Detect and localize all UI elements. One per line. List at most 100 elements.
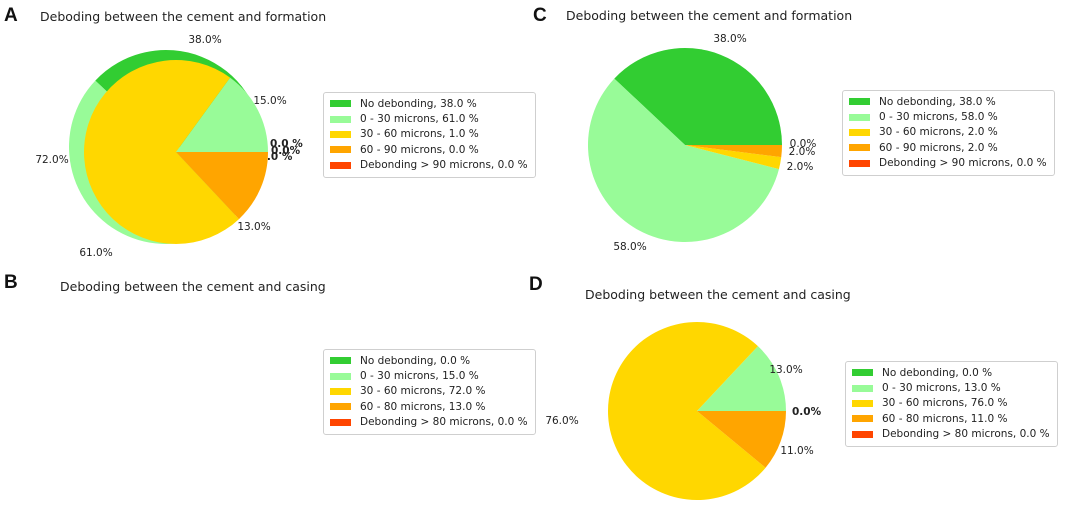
legend-entry: 60 - 90 microns, 0.0 % (330, 142, 528, 157)
legend-label: No debonding, 0.0 % (360, 354, 471, 367)
legend-entry: No debonding, 38.0 % (849, 94, 1047, 109)
slice-percent-label: 2.0% (789, 146, 816, 158)
legend-label: 60 - 90 microns, 0.0 % (360, 143, 479, 156)
legend-label: 0 - 30 microns, 13.0 % (882, 382, 1001, 395)
legend-swatch (330, 357, 351, 365)
slice-percent-label: 38.0% (188, 34, 221, 46)
pie-slice (84, 60, 239, 245)
slice-percent-label: 72.0% (35, 154, 68, 166)
legend-label: 60 - 80 microns, 11.0 % (882, 412, 1008, 425)
legend-swatch (852, 415, 873, 423)
legend-entry: 30 - 60 microns, 76.0 % (852, 396, 1050, 411)
legend-entry: 0 - 30 microns, 15.0 % (330, 368, 528, 383)
legend-label: 30 - 60 microns, 72.0 % (360, 385, 486, 398)
legend-swatch (852, 369, 873, 377)
legend-swatch (849, 113, 870, 121)
legend-label: 30 - 60 microns, 76.0 % (882, 397, 1008, 410)
legend-entry: 60 - 80 microns, 11.0 % (852, 411, 1050, 426)
slice-percent-label: 13.0% (237, 221, 270, 233)
legend-label: No debonding, 0.0 % (882, 366, 993, 379)
legend-entry: 60 - 90 microns, 2.0 % (849, 140, 1047, 155)
legend: No debonding, 0.0 % 0 - 30 microns, 15.0 … (323, 349, 536, 435)
legend-swatch (849, 98, 870, 106)
pie-panel-d: D Deboding between the cement and casing… (529, 257, 1065, 513)
legend-entry: Debonding > 80 microns, 0.0 % (330, 415, 528, 430)
legend-entry: 30 - 60 microns, 72.0 % (330, 384, 528, 399)
legend-swatch (330, 372, 351, 380)
legend-label: Debonding > 90 microns, 0.0 % (360, 159, 528, 172)
slice-percent-label: 0.0% (271, 145, 301, 157)
legend-label: Debonding > 90 microns, 0.0 % (879, 157, 1047, 170)
legend-swatch (849, 128, 870, 136)
legend-label: 0 - 30 microns, 58.0 % (879, 111, 998, 124)
legend-label: 0 - 30 microns, 61.0 % (360, 113, 479, 126)
pie-panel-a: A Deboding between the cement and format… (0, 0, 536, 259)
legend-entry: Debonding > 90 microns, 0.0 % (849, 156, 1047, 171)
pie-chart: 0.0% 15.0% 72.0% 13.0% (35, 60, 301, 245)
legend-swatch (330, 418, 351, 426)
legend-label: No debonding, 38.0 % (879, 95, 996, 108)
legend-swatch (852, 384, 873, 392)
legend-label: Debonding > 80 microns, 0.0 % (882, 428, 1050, 441)
legend-label: 0 - 30 microns, 15.0 % (360, 370, 479, 383)
legend-entry: 30 - 60 microns, 1.0 % (330, 127, 528, 142)
pie-slice (685, 145, 782, 170)
chart-title: Deboding between the cement and formatio… (40, 9, 327, 24)
legend-swatch (330, 403, 351, 411)
slice-percent-label: 0.0 % (270, 138, 303, 150)
pie-panel-b: B Deboding between the cement and casing… (0, 60, 536, 513)
pie-chart: 0.0% 13.0% 76.0% 11.0% (545, 322, 822, 501)
legend-swatch (330, 115, 351, 123)
panel-letter: B (4, 272, 18, 293)
slice-percent-label: 13.0% (769, 364, 802, 376)
slice-percent-label: 0.0% (792, 406, 822, 418)
legend-entry: 30 - 60 microns, 2.0 % (849, 125, 1047, 140)
legend-label: Debonding > 80 microns, 0.0 % (360, 416, 528, 429)
legend-entry: Debonding > 90 microns, 0.0 % (330, 158, 528, 173)
legend: No debonding, 38.0 % 0 - 30 microns, 61.0… (323, 92, 536, 178)
legend-entry: No debonding, 38.0 % (330, 96, 528, 111)
slice-percent-label: 61.0% (79, 247, 112, 259)
legend-entry: Debonding > 80 microns, 0.0 % (852, 427, 1050, 442)
legend-entry: 60 - 80 microns, 13.0 % (330, 399, 528, 414)
legend-entry: 0 - 30 microns, 61.0 % (330, 111, 528, 126)
pie-chart: 38.0%58.0%2.0%2.0%0.0% (587, 33, 816, 253)
pie-slice (697, 411, 786, 468)
pie-slice (697, 346, 786, 411)
legend-label: No debonding, 38.0 % (360, 97, 477, 110)
slice-percent-label: 58.0% (613, 241, 646, 253)
legend-label: 60 - 90 microns, 2.0 % (879, 141, 998, 154)
legend-swatch (849, 144, 870, 152)
legend-entry: 0 - 30 microns, 58.0 % (849, 109, 1047, 124)
panel-letter: A (4, 5, 18, 26)
legend-swatch (330, 387, 351, 395)
legend-swatch (852, 430, 873, 438)
legend-swatch (330, 161, 351, 169)
legend-label: 30 - 60 microns, 2.0 % (879, 126, 998, 139)
pie-slice (685, 145, 782, 158)
chart-title: Deboding between the cement and casing (585, 287, 851, 302)
chart-title: Deboding between the cement and formatio… (566, 8, 853, 23)
legend-label: 60 - 80 microns, 13.0 % (360, 400, 486, 413)
legend-entry: No debonding, 0.0 % (330, 353, 528, 368)
legend-entry: No debonding, 0.0 % (852, 365, 1050, 380)
legend: No debonding, 38.0 % 0 - 30 microns, 58.0… (842, 90, 1055, 176)
panel-letter: D (529, 274, 543, 295)
legend-swatch (330, 100, 351, 108)
chart-title: Deboding between the cement and casing (60, 279, 326, 294)
pie-slice (587, 78, 779, 243)
slice-percent-label: 11.0% (780, 445, 813, 457)
pie-slice (176, 152, 268, 220)
legend-swatch (849, 159, 870, 167)
slice-percent-label: 15.0% (253, 95, 286, 107)
legend-swatch (330, 130, 351, 138)
legend: No debonding, 0.0 % 0 - 30 microns, 13.0 … (845, 361, 1058, 447)
legend-swatch (852, 399, 873, 407)
legend-swatch (330, 146, 351, 154)
legend-entry: 0 - 30 microns, 13.0 % (852, 380, 1050, 395)
slice-percent-label: 2.0% (787, 161, 814, 173)
panel-letter: C (533, 5, 547, 26)
slice-percent-label: 76.0% (545, 415, 578, 427)
pie-slice (614, 48, 782, 146)
slice-percent-label: 38.0% (713, 33, 746, 45)
